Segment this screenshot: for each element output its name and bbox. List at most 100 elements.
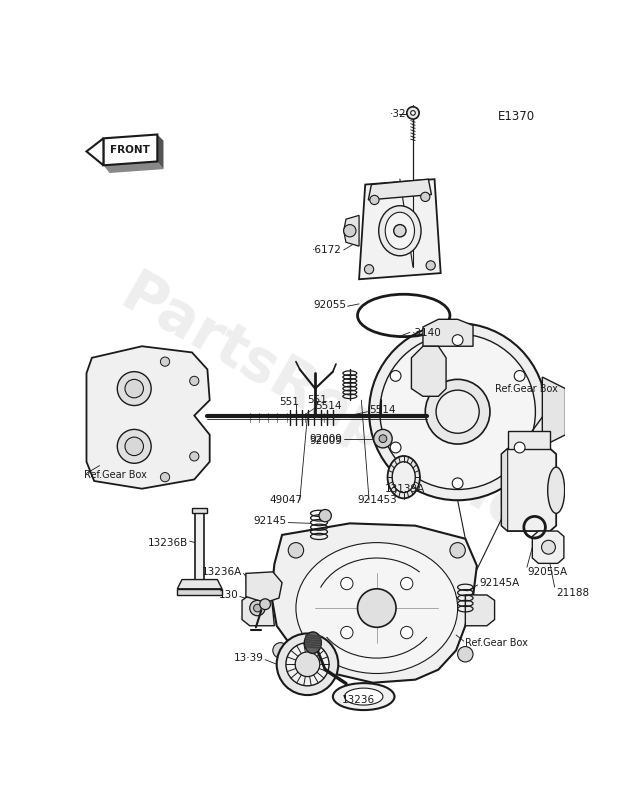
Polygon shape	[103, 134, 158, 166]
Text: 13·39: 13·39	[234, 653, 263, 663]
Text: FRONT: FRONT	[110, 145, 151, 155]
Polygon shape	[192, 508, 207, 514]
Polygon shape	[508, 431, 550, 449]
Text: Ref.Gear Box: Ref.Gear Box	[84, 470, 147, 480]
Text: 13139A: 13139A	[384, 484, 425, 494]
Circle shape	[125, 379, 144, 398]
Circle shape	[369, 323, 546, 500]
Circle shape	[288, 542, 304, 558]
Circle shape	[343, 225, 356, 237]
Polygon shape	[103, 162, 164, 173]
Ellipse shape	[345, 688, 383, 705]
Circle shape	[358, 589, 396, 627]
Circle shape	[426, 261, 435, 270]
Circle shape	[407, 106, 419, 119]
Ellipse shape	[385, 212, 415, 250]
Polygon shape	[542, 377, 566, 446]
Circle shape	[295, 652, 320, 677]
Polygon shape	[272, 523, 477, 682]
Text: 92009: 92009	[309, 436, 342, 446]
Text: Ref.Gear Box: Ref.Gear Box	[495, 384, 558, 394]
Polygon shape	[195, 512, 204, 579]
Text: 49047: 49047	[269, 495, 302, 506]
Circle shape	[390, 370, 401, 382]
Text: 551: 551	[279, 397, 299, 406]
Text: 551: 551	[307, 395, 328, 405]
Circle shape	[457, 646, 473, 662]
Circle shape	[425, 379, 490, 444]
Circle shape	[117, 372, 151, 406]
Text: 130: 130	[219, 590, 238, 600]
Polygon shape	[423, 319, 473, 346]
Text: ·3140: ·3140	[411, 328, 441, 338]
Ellipse shape	[542, 540, 556, 554]
Polygon shape	[86, 346, 210, 489]
Text: 92055: 92055	[313, 301, 346, 310]
Polygon shape	[344, 215, 359, 246]
Text: 92009: 92009	[309, 434, 342, 444]
Circle shape	[190, 376, 199, 386]
Circle shape	[411, 110, 415, 115]
Circle shape	[260, 599, 270, 610]
Circle shape	[117, 430, 151, 463]
Polygon shape	[359, 179, 440, 279]
Circle shape	[319, 510, 331, 522]
Circle shape	[125, 437, 144, 455]
Circle shape	[253, 604, 261, 612]
Polygon shape	[242, 595, 274, 626]
Text: 92145A: 92145A	[479, 578, 519, 588]
Circle shape	[379, 434, 387, 442]
Text: 92055A: 92055A	[527, 567, 567, 577]
Circle shape	[161, 357, 169, 366]
Circle shape	[364, 265, 374, 274]
Circle shape	[421, 192, 430, 202]
Circle shape	[161, 473, 169, 482]
Text: PartsRepublic: PartsRepublic	[111, 266, 535, 542]
Text: 21188: 21188	[556, 588, 589, 598]
Circle shape	[370, 195, 379, 205]
Polygon shape	[411, 346, 446, 396]
Circle shape	[436, 390, 479, 434]
Circle shape	[277, 634, 338, 695]
Polygon shape	[369, 179, 432, 200]
Circle shape	[374, 430, 392, 448]
Text: 13236: 13236	[342, 695, 375, 706]
Text: 13236A: 13236A	[202, 567, 242, 577]
Text: ·32: ·32	[390, 110, 406, 119]
Polygon shape	[246, 572, 282, 602]
Text: 5514: 5514	[369, 405, 396, 415]
Polygon shape	[178, 589, 222, 595]
Circle shape	[450, 542, 466, 558]
Ellipse shape	[387, 456, 420, 498]
Ellipse shape	[333, 683, 394, 710]
Ellipse shape	[304, 632, 321, 654]
Ellipse shape	[296, 542, 457, 674]
Circle shape	[401, 578, 413, 590]
Text: 5514: 5514	[315, 401, 341, 410]
Text: ·6172: ·6172	[312, 245, 342, 255]
Ellipse shape	[392, 462, 415, 493]
Circle shape	[514, 442, 525, 453]
Circle shape	[390, 442, 401, 453]
Circle shape	[452, 334, 463, 346]
Circle shape	[380, 334, 536, 490]
Circle shape	[249, 600, 265, 616]
Polygon shape	[178, 579, 222, 589]
Text: 92145: 92145	[253, 516, 287, 526]
Polygon shape	[466, 595, 495, 626]
Circle shape	[452, 478, 463, 489]
Circle shape	[514, 370, 525, 382]
Text: 13236B: 13236B	[148, 538, 188, 547]
Circle shape	[286, 642, 329, 686]
Circle shape	[341, 626, 353, 638]
Polygon shape	[86, 138, 103, 166]
Ellipse shape	[547, 467, 564, 514]
Circle shape	[401, 626, 413, 638]
Text: 921453: 921453	[358, 495, 398, 506]
Polygon shape	[501, 449, 508, 531]
Circle shape	[394, 225, 406, 237]
Polygon shape	[501, 449, 556, 531]
Circle shape	[273, 642, 288, 658]
Polygon shape	[158, 134, 164, 169]
Text: Ref.Gear Box: Ref.Gear Box	[466, 638, 528, 648]
